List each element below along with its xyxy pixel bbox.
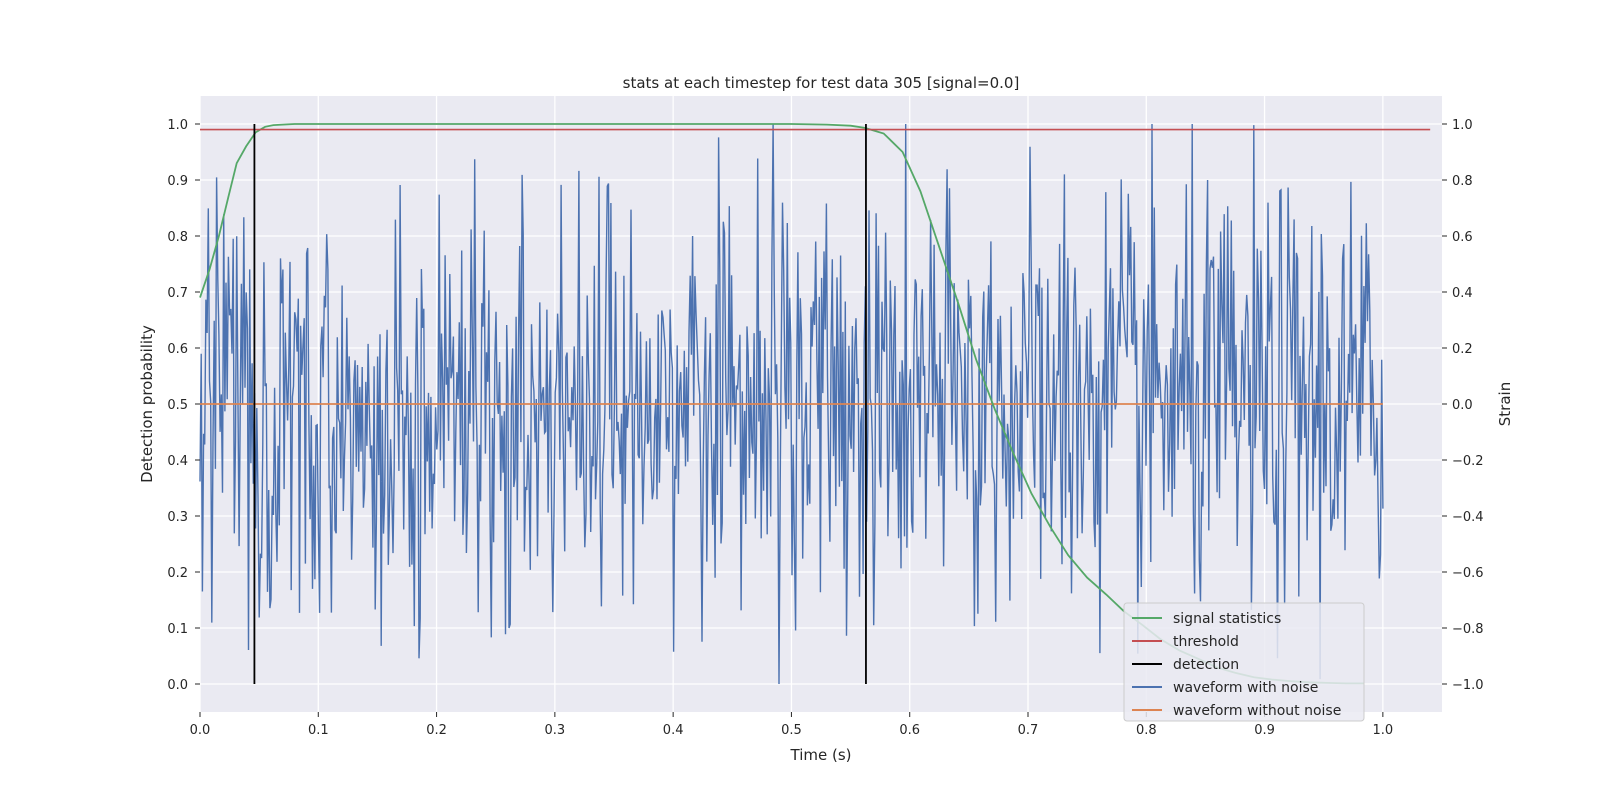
y2-axis-label: Strain: [1496, 382, 1514, 426]
x-tick-label: 0.2: [426, 723, 447, 738]
x-tick-label: 0.4: [663, 723, 684, 738]
legend-label: threshold: [1173, 634, 1239, 650]
y2-tick-label: −0.4: [1452, 510, 1484, 525]
y-tick-label: 0.9: [167, 174, 188, 189]
series-waveform-with-noise: [199, 123, 1384, 685]
y2-tick-label: −1.0: [1452, 678, 1484, 693]
y2-tick-label: 0.2: [1452, 342, 1473, 357]
y-axis-label: Detection probability: [138, 325, 156, 483]
legend-label: signal statistics: [1173, 611, 1281, 627]
y2-tick-label: 0.4: [1452, 286, 1473, 301]
x-tick-label: 0.7: [1018, 723, 1039, 738]
y-axis-right: −1.0 −0.8 −0.6 −0.4 −0.2 0.0 0.2 0.4 0.6 0.8 1.0: [1442, 118, 1484, 693]
series-layer: [199, 123, 1431, 685]
x-axis-label: Time (s): [790, 746, 852, 764]
x-tick-label: 0.9: [1254, 723, 1275, 738]
x-tick-label: 1.0: [1373, 723, 1394, 738]
legend-label: waveform without noise: [1173, 703, 1341, 719]
y2-tick-label: 1.0: [1452, 118, 1473, 133]
y2-tick-label: −0.8: [1452, 622, 1484, 637]
y-tick-label: 0.0: [167, 678, 188, 693]
x-tick-label: 0.6: [899, 723, 920, 738]
x-axis: 0.0 0.1 0.2 0.3 0.4 0.5 0.6 0.7 0.8 0.9 1.0: [190, 712, 1394, 738]
x-tick-label: 0.1: [308, 723, 329, 738]
x-tick-label: 0.3: [545, 723, 566, 738]
y-tick-label: 0.2: [167, 566, 188, 581]
y-axis-left: 0.0 0.1 0.2 0.3 0.4 0.5 0.6 0.7 0.8 0.9 1.0: [167, 118, 200, 693]
legend-label: waveform with noise: [1173, 680, 1318, 696]
legend: signal statistics threshold detection wavef…: [1123, 602, 1365, 722]
y2-tick-label: 0.0: [1452, 398, 1473, 413]
chart-title: stats at each timestep for test data 305…: [623, 74, 1020, 92]
y-tick-label: 0.5: [167, 398, 188, 413]
y2-tick-label: 0.6: [1452, 230, 1473, 245]
x-tick-label: 0.0: [190, 723, 211, 738]
x-tick-label: 0.5: [781, 723, 802, 738]
y-tick-label: 0.8: [167, 230, 188, 245]
y-tick-label: 0.4: [167, 454, 188, 469]
y-tick-label: 0.7: [167, 286, 188, 301]
y-tick-label: 0.3: [167, 510, 188, 525]
x-tick-label: 0.8: [1136, 723, 1157, 738]
y2-tick-label: 0.8: [1452, 174, 1473, 189]
y2-tick-label: −0.2: [1452, 454, 1484, 469]
y-tick-label: 0.6: [167, 342, 188, 357]
legend-box: [1123, 602, 1365, 722]
y-tick-label: 1.0: [167, 118, 188, 133]
y-tick-label: 0.1: [167, 622, 188, 637]
y2-tick-label: −0.6: [1452, 566, 1484, 581]
legend-label: detection: [1173, 657, 1239, 673]
